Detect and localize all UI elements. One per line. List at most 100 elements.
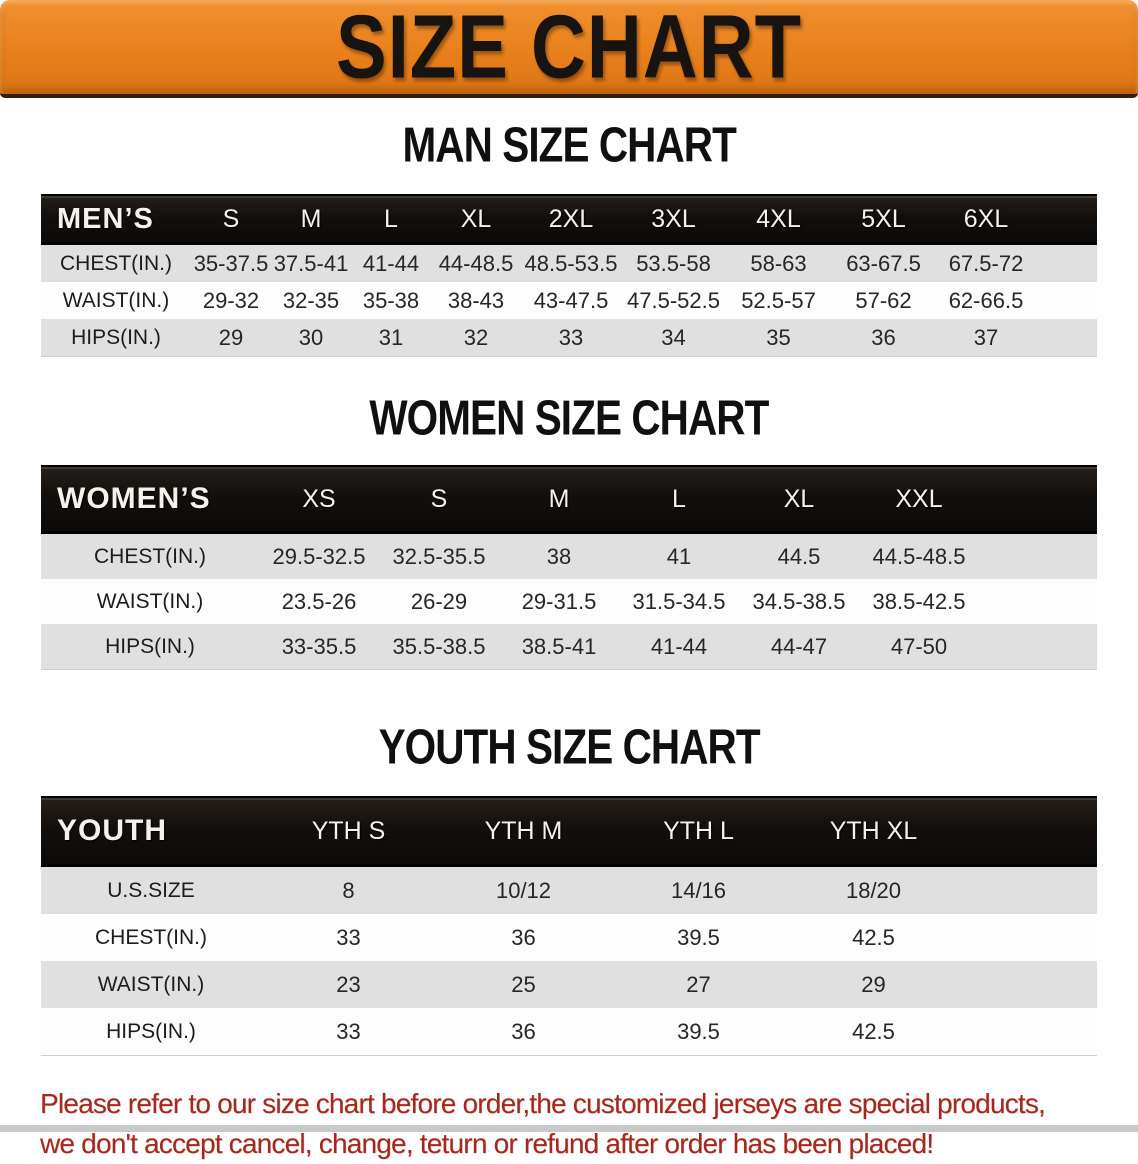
size-column-header: 6XL	[936, 194, 1036, 245]
youth-size-table: YOUTH YTH S YTH M YTH L YTH XL U.S.SIZE 8 10/12…	[41, 796, 1097, 1056]
size-column-header: S	[379, 465, 499, 534]
value-cell: 52.5-57	[726, 282, 831, 319]
value-cell: 35	[726, 319, 831, 357]
table-row: HIPS(IN.) 33 36 39.5 42.5	[41, 1008, 1097, 1056]
spacer-cell	[979, 624, 1097, 670]
youth-section-heading-text: YOUTH SIZE CHART	[378, 720, 760, 775]
table-row: WAIST(IN.) 29-32 32-35 35-38 38-43 43-47.5 47.…	[41, 282, 1097, 319]
value-cell: 47-50	[859, 624, 979, 670]
men-section-heading: MAN SIZE CHART	[0, 118, 1138, 173]
women-section-heading: WOMEN SIZE CHART	[0, 391, 1138, 446]
value-cell: 34	[621, 319, 726, 357]
table-header-row: WOMEN’S XS S M L XL XXL	[41, 465, 1097, 534]
spacer-cell	[1036, 245, 1097, 282]
women-size-chart-section: WOMEN SIZE CHART WOMEN’S XS S M L XL XXL CHEST(…	[0, 391, 1138, 670]
value-cell: 31	[351, 319, 431, 357]
youth-section-heading: YOUTH SIZE CHART	[0, 720, 1138, 775]
spacer-cell	[1036, 194, 1097, 245]
row-label-cell: HIPS(IN.)	[41, 319, 191, 357]
size-column-header: XL	[739, 465, 859, 534]
row-label-cell: WAIST(IN.)	[41, 961, 261, 1008]
value-cell: 44-47	[739, 624, 859, 670]
size-column-header: XXL	[859, 465, 979, 534]
value-cell: 43-47.5	[521, 282, 621, 319]
men-size-table: MEN’S S M L XL 2XL 3XL 4XL 5XL 6XL CHEST(IN.) 35-37…	[41, 194, 1097, 357]
value-cell: 41-44	[619, 624, 739, 670]
value-cell: 42.5	[786, 1008, 961, 1056]
table-title-cell: YOUTH	[41, 796, 261, 867]
value-cell: 35-37.5	[191, 245, 271, 282]
value-cell: 23.5-26	[259, 579, 379, 624]
table-row: CHEST(IN.) 33 36 39.5 42.5	[41, 914, 1097, 961]
size-column-header: L	[619, 465, 739, 534]
size-column-header: YTH XL	[786, 796, 961, 867]
value-cell: 27	[611, 961, 786, 1008]
size-column-header: XL	[431, 194, 521, 245]
value-cell: 30	[271, 319, 351, 357]
value-cell: 36	[436, 914, 611, 961]
row-label-cell: CHEST(IN.)	[41, 245, 191, 282]
disclaimer: Please refer to our size chart before or…	[40, 1084, 1138, 1164]
value-cell: 62-66.5	[936, 282, 1036, 319]
value-cell: 41-44	[351, 245, 431, 282]
banner-title: SIZE CHART	[336, 0, 802, 98]
size-column-header: 5XL	[831, 194, 936, 245]
value-cell: 39.5	[611, 914, 786, 961]
value-cell: 34.5-38.5	[739, 579, 859, 624]
spacer-cell	[961, 1008, 1097, 1056]
spacer-cell	[979, 534, 1097, 579]
spacer-cell	[961, 867, 1097, 914]
spacer-cell	[961, 914, 1097, 961]
value-cell: 53.5-58	[621, 245, 726, 282]
row-label-cell: CHEST(IN.)	[41, 914, 261, 961]
value-cell: 44-48.5	[431, 245, 521, 282]
size-column-header: L	[351, 194, 431, 245]
value-cell: 29	[786, 961, 961, 1008]
row-label-cell: CHEST(IN.)	[41, 534, 259, 579]
value-cell: 33	[261, 914, 436, 961]
value-cell: 38-43	[431, 282, 521, 319]
value-cell: 18/20	[786, 867, 961, 914]
value-cell: 58-63	[726, 245, 831, 282]
value-cell: 67.5-72	[936, 245, 1036, 282]
value-cell: 44.5	[739, 534, 859, 579]
value-cell: 31.5-34.5	[619, 579, 739, 624]
table-row: HIPS(IN.) 29 30 31 32 33 34 35 36 37	[41, 319, 1097, 357]
value-cell: 38.5-41	[499, 624, 619, 670]
value-cell: 57-62	[831, 282, 936, 319]
value-cell: 32	[431, 319, 521, 357]
value-cell: 47.5-52.5	[621, 282, 726, 319]
bottom-edge-strip	[0, 1125, 1138, 1132]
value-cell: 35.5-38.5	[379, 624, 499, 670]
value-cell: 23	[261, 961, 436, 1008]
size-column-header: YTH M	[436, 796, 611, 867]
row-label-cell: WAIST(IN.)	[41, 282, 191, 319]
value-cell: 38.5-42.5	[859, 579, 979, 624]
value-cell: 32.5-35.5	[379, 534, 499, 579]
size-column-header: M	[499, 465, 619, 534]
value-cell: 37.5-41	[271, 245, 351, 282]
value-cell: 39.5	[611, 1008, 786, 1056]
disclaimer-line-1: Please refer to our size chart before or…	[40, 1088, 1046, 1119]
men-size-chart-section: MAN SIZE CHART MEN’S S M L XL 2XL 3XL 4XL 5XL 6XL…	[0, 118, 1138, 357]
value-cell: 44.5-48.5	[859, 534, 979, 579]
row-label-cell: U.S.SIZE	[41, 867, 261, 914]
size-column-header: M	[271, 194, 351, 245]
spacer-cell	[979, 465, 1097, 534]
value-cell: 29-32	[191, 282, 271, 319]
table-row: U.S.SIZE 8 10/12 14/16 18/20	[41, 867, 1097, 914]
spacer-cell	[1036, 319, 1097, 357]
row-label-cell: WAIST(IN.)	[41, 579, 259, 624]
table-row: CHEST(IN.) 29.5-32.5 32.5-35.5 38 41 44.5 44.5…	[41, 534, 1097, 579]
value-cell: 35-38	[351, 282, 431, 319]
value-cell: 32-35	[271, 282, 351, 319]
value-cell: 29-31.5	[499, 579, 619, 624]
value-cell: 29.5-32.5	[259, 534, 379, 579]
table-row: WAIST(IN.) 23.5-26 26-29 29-31.5 31.5-34.5 34…	[41, 579, 1097, 624]
spacer-cell	[1036, 282, 1097, 319]
table-header-row: MEN’S S M L XL 2XL 3XL 4XL 5XL 6XL	[41, 194, 1097, 245]
value-cell: 36	[436, 1008, 611, 1056]
table-header-row: YOUTH YTH S YTH M YTH L YTH XL	[41, 796, 1097, 867]
table-row: CHEST(IN.) 35-37.5 37.5-41 41-44 44-48.5 48.5…	[41, 245, 1097, 282]
